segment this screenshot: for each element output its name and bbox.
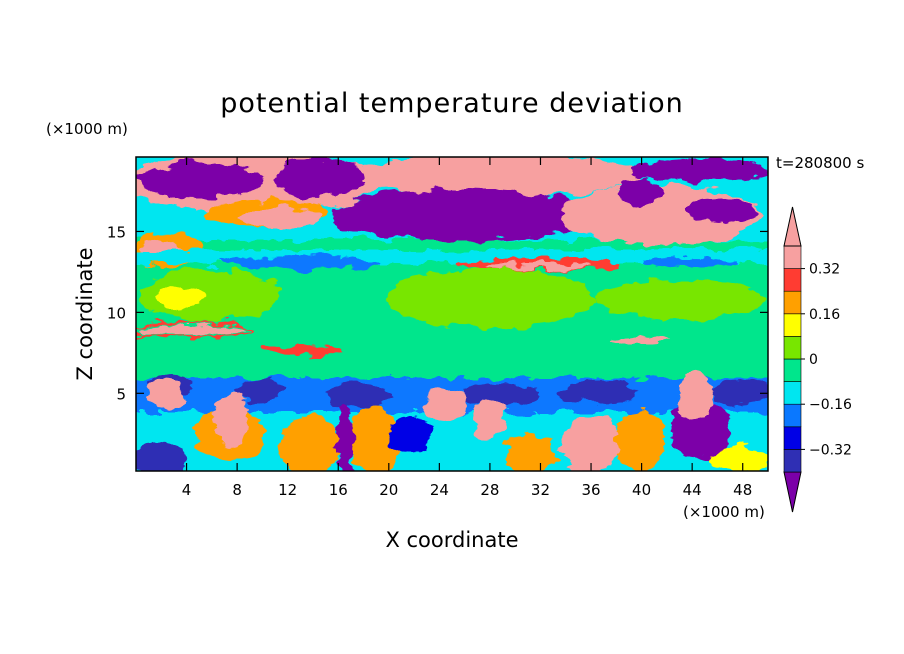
colorbar-box [783, 245, 802, 269]
x-tick-label: 24 [430, 481, 449, 499]
colorbar-tick-label: 0.16 [809, 307, 840, 323]
x-tick-label: 20 [379, 481, 398, 499]
colorbar-box [783, 358, 802, 382]
y-tick-label: 10 [107, 304, 126, 322]
colorbar-tick-label: −0.32 [809, 442, 852, 458]
colorbar: 0.32 0.16 0 −0.16 −0.32 [783, 206, 852, 513]
colorbar-extend-low [783, 471, 802, 513]
colorbar-box [783, 381, 802, 405]
x-tick-label: 4 [182, 481, 192, 499]
colorbar-box [783, 426, 802, 450]
colorbar-box [783, 336, 802, 360]
colorbar-box [783, 403, 802, 428]
y-axis-unit: (×1000 m) [46, 120, 128, 138]
x-ticks: 4 8 12 16 20 24 28 32 36 40 44 48 [182, 157, 752, 499]
y-axis-title: Z coordinate [73, 247, 97, 380]
x-axis-title: X coordinate [385, 528, 518, 552]
y-tick-label: 15 [107, 223, 126, 241]
y-ticks: 5 10 15 [107, 223, 768, 403]
colorbar-tick-label: −0.16 [809, 397, 852, 413]
x-tick-label: 36 [581, 481, 600, 499]
colorbar-box [783, 313, 802, 337]
x-tick-label: 12 [278, 481, 297, 499]
colorbar-tick-label: 0.32 [809, 262, 840, 278]
x-axis-unit: (×1000 m) [683, 503, 765, 521]
x-tick-label: 8 [232, 481, 242, 499]
x-tick-label: 44 [683, 481, 702, 499]
x-tick-label: 32 [531, 481, 550, 499]
colorbar-box [783, 449, 802, 473]
colorbar-extend-high [783, 206, 802, 247]
colorbar-box [783, 290, 802, 315]
x-tick-label: 28 [480, 481, 499, 499]
colorbar-box [783, 268, 802, 292]
x-tick-label: 16 [329, 481, 348, 499]
contour-field [136, 157, 768, 471]
chart-title: potential temperature deviation [220, 88, 683, 119]
y-tick-label: 5 [116, 385, 126, 403]
plot-frame [135, 156, 769, 472]
colorbar-tick-label: 0 [809, 352, 818, 368]
x-tick-label: 48 [733, 481, 752, 499]
time-label: t=280800 s [776, 154, 864, 172]
x-tick-label: 40 [632, 481, 651, 499]
